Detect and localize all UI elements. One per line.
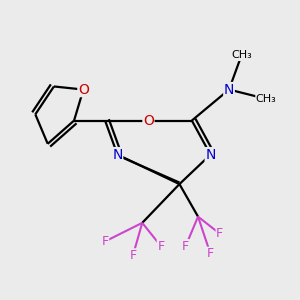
Text: N: N	[205, 148, 216, 162]
Text: O: O	[143, 114, 154, 128]
Text: F: F	[182, 240, 189, 253]
Text: CH₃: CH₃	[231, 50, 252, 61]
Text: F: F	[129, 249, 137, 262]
Text: F: F	[101, 235, 109, 248]
Text: N: N	[224, 82, 234, 97]
Text: F: F	[157, 240, 164, 253]
Text: F: F	[216, 227, 223, 240]
Text: F: F	[207, 247, 214, 260]
Text: CH₃: CH₃	[256, 94, 277, 104]
Text: N: N	[112, 148, 123, 162]
Text: O: O	[78, 82, 89, 97]
